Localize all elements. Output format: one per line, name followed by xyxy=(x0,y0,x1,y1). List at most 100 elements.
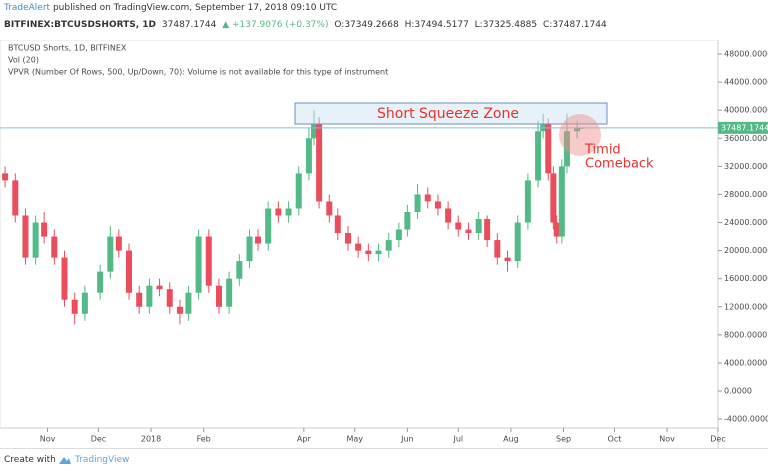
candle-body xyxy=(553,222,560,237)
candle-body xyxy=(574,127,581,132)
candle-body xyxy=(424,194,431,202)
legend-vol: Vol (20) xyxy=(8,56,39,65)
comeback-label: Timid xyxy=(584,143,621,158)
y-tick-label: 0.0000 xyxy=(724,387,752,396)
last-price: 37487.1744 xyxy=(161,20,217,30)
y-tick-label: 48000.0000 xyxy=(724,50,768,59)
y-tick-label: 36000.0000 xyxy=(724,134,768,143)
candle-body xyxy=(215,285,222,307)
candle-body xyxy=(12,180,19,216)
x-tick-label: Sep xyxy=(556,435,571,444)
y-tick-label: 44000.0000 xyxy=(724,78,768,87)
candle-body xyxy=(465,229,472,234)
y-tick-label: 8000.0000 xyxy=(724,330,767,339)
candle-body xyxy=(2,173,9,181)
legend-vpvr: VPVR (Number Of Rows, 500, Up/Down, 70):… xyxy=(8,68,388,77)
change: ▲ +137.9076 (+0.37%) xyxy=(222,20,329,30)
y-tick-label: 24000.0000 xyxy=(724,218,768,227)
footer-text: Create with xyxy=(4,455,56,465)
y-tick-label: -4000.0000 xyxy=(724,415,768,424)
candle-body xyxy=(545,124,552,174)
candle-body xyxy=(176,306,183,314)
y-tick-label: 16000.0000 xyxy=(724,274,768,283)
candle-body xyxy=(185,292,192,314)
candle-body xyxy=(41,222,48,237)
x-tick-label: Nov xyxy=(40,435,56,444)
x-tick-label: Jul xyxy=(452,435,463,444)
candle-body xyxy=(475,219,482,234)
x-tick-label: Dec xyxy=(91,435,106,444)
candle-body xyxy=(61,257,68,300)
candle-body xyxy=(484,219,491,241)
candle-body xyxy=(445,208,452,223)
candle-body xyxy=(97,271,104,293)
last-price-box xyxy=(718,121,768,134)
candle-body xyxy=(326,201,333,216)
candle-body xyxy=(22,215,29,258)
publish-line: TradeAlert published on TradingView.com,… xyxy=(4,3,340,13)
candle-body xyxy=(563,131,570,167)
x-tick-label: Oct xyxy=(608,435,622,444)
y-tick-label: 28000.0000 xyxy=(724,190,768,199)
candle-body xyxy=(166,289,173,307)
candle-body xyxy=(404,211,411,230)
candle-body xyxy=(51,236,58,258)
candle-body xyxy=(265,208,272,244)
plot-area xyxy=(0,40,719,429)
candle-body xyxy=(246,236,253,262)
candle-body xyxy=(71,299,78,314)
candle-body xyxy=(334,215,341,234)
x-tick-label: 2018 xyxy=(141,435,161,444)
x-tick-label: Nov xyxy=(659,435,675,444)
open: O:37349.2668 xyxy=(334,20,399,30)
legend-title: BTCUSD Shorts, 1D, BITFINEX xyxy=(8,44,127,53)
x-tick-label: Dec xyxy=(710,435,725,444)
footer-brand[interactable]: TradingView xyxy=(75,455,130,465)
candle-body xyxy=(316,124,323,202)
footer: Create with TradingView xyxy=(0,448,768,471)
candle-body xyxy=(305,138,312,174)
candle-body xyxy=(395,229,402,241)
candle-body xyxy=(355,243,362,251)
candle-body xyxy=(126,250,133,293)
y-tick-label: 12000.0000 xyxy=(724,302,768,311)
candle-body xyxy=(136,292,143,307)
x-tick-label: Feb xyxy=(197,435,211,444)
comeback-label: Comeback xyxy=(585,157,654,172)
candle-body xyxy=(385,240,392,251)
candle-body xyxy=(205,236,212,286)
candle-body xyxy=(535,131,542,181)
candle-body xyxy=(311,124,318,139)
candle-body xyxy=(375,250,382,255)
y-tick-label: 4000.0000 xyxy=(724,358,767,367)
candle-body xyxy=(115,236,122,251)
candle-body xyxy=(514,222,521,262)
candle-body xyxy=(295,173,302,209)
candle-body xyxy=(226,278,233,307)
candle-body xyxy=(285,208,292,216)
comeback-circle xyxy=(559,114,601,156)
candle-body xyxy=(455,222,462,230)
x-tick-label: Aug xyxy=(503,435,519,444)
candle-body xyxy=(434,201,441,209)
candle-body xyxy=(524,180,531,223)
candle-body xyxy=(275,208,282,216)
candle-body xyxy=(236,261,243,279)
candle-body xyxy=(414,194,421,212)
x-tick-label: May xyxy=(346,435,363,444)
low: L:37325.4885 xyxy=(474,20,538,30)
close: C:37487.1744 xyxy=(543,20,607,30)
symbol: BITFINEX:BTCUSDSHORTS, 1D xyxy=(4,20,157,30)
candle-body xyxy=(558,166,565,237)
candle-body xyxy=(156,285,163,290)
author[interactable]: TradeAlert xyxy=(4,3,51,13)
tv-logo xyxy=(59,457,71,464)
high: H:37494.5177 xyxy=(404,20,469,30)
candle-body xyxy=(494,240,501,258)
x-tick-label: Apr xyxy=(297,435,312,444)
squeeze-zone xyxy=(294,102,608,125)
candle-body xyxy=(195,236,202,293)
candle-body xyxy=(32,222,39,258)
publish-text: published on TradingView.com, September … xyxy=(52,3,338,13)
